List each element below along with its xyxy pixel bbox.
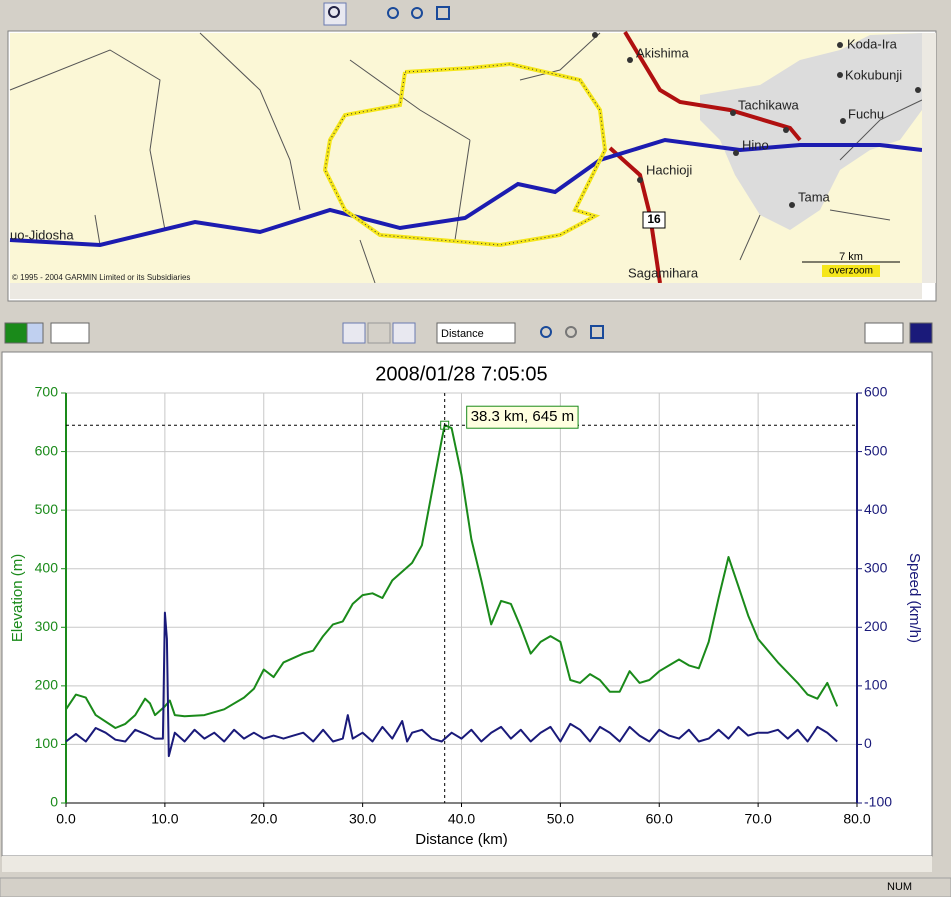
chart-scrollbar[interactable] xyxy=(2,856,932,872)
cursor-label-box xyxy=(466,405,579,429)
fit-button[interactable] xyxy=(590,325,604,339)
y2-tick-label: 100 xyxy=(864,677,888,693)
y-tick-label: 100 xyxy=(35,735,59,751)
zoom-out-button[interactable] xyxy=(411,7,423,19)
plot: 2008/01/28 7:05:05 0.0 10.0 20.0 30.0 40.0 50.… xyxy=(9,363,923,848)
fit-button[interactable] xyxy=(436,6,450,20)
y-tick-label: 200 xyxy=(35,677,59,693)
red-road xyxy=(608,146,662,284)
x-tick-label: 10.0 xyxy=(151,811,178,827)
urban-area xyxy=(700,33,922,230)
chart-panel xyxy=(1,351,933,857)
city-dots xyxy=(592,32,921,208)
place-label: Fuchu xyxy=(848,106,884,121)
v-scrollbar[interactable] xyxy=(922,33,936,283)
cursor-marker xyxy=(440,420,450,430)
route-number: 16 xyxy=(647,212,661,226)
cursor-button[interactable] xyxy=(342,322,366,344)
minor-roads xyxy=(9,32,923,284)
chart-toolbar: Distance xyxy=(4,322,933,344)
place-label: Sagamihara xyxy=(628,265,699,280)
y2-tick-label: 400 xyxy=(864,501,888,517)
copyright: © 1995 - 2004 GARMIN Limited or its Subs… xyxy=(12,273,190,282)
flag-button[interactable] xyxy=(354,4,370,24)
speed-color-picker[interactable] xyxy=(909,322,933,344)
y2-tick-label: 0 xyxy=(864,735,872,751)
x-tick-label: 50.0 xyxy=(547,811,574,827)
road-label: uo-Jidosha xyxy=(10,227,74,242)
icon xyxy=(328,6,340,18)
y-axis-label: Elevation (m) xyxy=(9,554,26,642)
y2-tick-label: 200 xyxy=(864,618,888,634)
x-axis-label: Distance (km) xyxy=(415,831,508,848)
place-label: Koda-Ira xyxy=(847,36,898,51)
scale-label: 7 km xyxy=(839,251,863,263)
y2-tick-label: 500 xyxy=(864,442,888,458)
zoom-label: overzoom xyxy=(829,266,873,277)
y-tick-label: 500 xyxy=(35,501,59,517)
h-scrollbar[interactable] xyxy=(10,283,922,299)
axis-select[interactable] xyxy=(436,322,516,344)
x-tick-label: 30.0 xyxy=(349,811,376,827)
x-tick-label: 20.0 xyxy=(250,811,277,827)
axis-select-value: Distance xyxy=(441,328,484,340)
track-points xyxy=(324,63,606,246)
y2-tick-label: 300 xyxy=(864,559,888,575)
place-label: Hino xyxy=(742,137,769,152)
pan-button[interactable] xyxy=(300,4,320,24)
route-shield xyxy=(642,211,666,229)
map-toolbar xyxy=(300,2,450,26)
line-button[interactable] xyxy=(392,322,416,344)
dropdown[interactable] xyxy=(26,322,44,344)
chart-title: 2008/01/28 7:05:05 xyxy=(375,363,547,385)
y-tick-label: 0 xyxy=(50,794,58,810)
place-label: Akishima xyxy=(636,45,690,60)
status-bar xyxy=(0,877,951,897)
y-tick-label: 400 xyxy=(35,559,59,575)
place-label: Kokubunji xyxy=(845,67,902,82)
cursor-label: 38.3 km, 645 m xyxy=(471,408,574,425)
place-label: Tama xyxy=(798,189,831,204)
map-panel: Akishima Koda-Ira Kokubunji Tachikawa Fu… xyxy=(7,30,937,302)
series-line xyxy=(65,611,838,758)
series-line xyxy=(65,424,839,729)
dropdown[interactable] xyxy=(864,322,904,344)
status-indicator: NUM xyxy=(887,881,912,893)
y2-tick-label: 600 xyxy=(864,384,888,400)
y-tick-label: 300 xyxy=(35,618,59,634)
y-tick-label: 600 xyxy=(35,442,59,458)
place-label: Tachikawa xyxy=(738,97,799,112)
zoom-in-button[interactable] xyxy=(540,326,552,338)
zoom-in-button[interactable] xyxy=(387,7,399,19)
x-tick-label: 70.0 xyxy=(745,811,772,827)
dropdown[interactable] xyxy=(50,322,90,344)
red-road xyxy=(623,30,802,142)
fill-button[interactable] xyxy=(367,322,391,344)
zoom-out-button[interactable] xyxy=(565,326,577,338)
y-tick-label: 700 xyxy=(35,384,59,400)
highway xyxy=(9,137,923,248)
y2-axis-label: Speed (km/h) xyxy=(906,553,923,643)
y2-tick-label: -100 xyxy=(864,794,892,810)
x-tick-label: 40.0 xyxy=(448,811,475,827)
x-tick-label: 60.0 xyxy=(646,811,673,827)
x-tick-label: 80.0 xyxy=(843,811,870,827)
elevation-color-picker[interactable] xyxy=(4,322,28,344)
zoom-badge xyxy=(822,265,880,277)
x-tick-label: 0.0 xyxy=(56,811,76,827)
place-label: Hachioji xyxy=(646,162,692,177)
